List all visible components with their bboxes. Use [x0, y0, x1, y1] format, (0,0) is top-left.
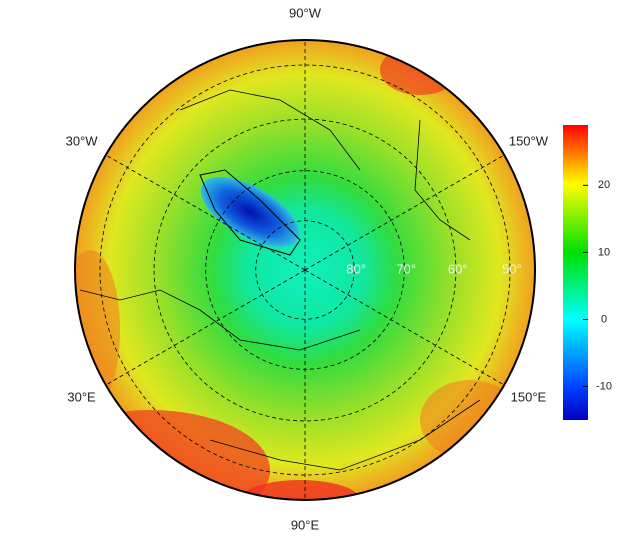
- data-field: [75, 40, 535, 500]
- colorbar-tick-label: 10: [598, 246, 610, 258]
- map-border: [74, 39, 536, 501]
- longitude-label: 150°E: [511, 389, 547, 404]
- meridian: [105, 154, 306, 271]
- latitude-label: 50°: [502, 261, 522, 276]
- latitude-label: 70°: [396, 261, 416, 276]
- longitude-label: 30°W: [66, 133, 99, 148]
- colorbar-tick-label: 20: [598, 179, 610, 191]
- meridian: [304, 269, 505, 386]
- colorbar-tick-label: 0: [601, 313, 607, 325]
- latitude-label: 60°: [448, 261, 468, 276]
- meridian: [105, 269, 306, 386]
- latitude-label: 80°: [346, 261, 366, 276]
- latitude-circle: [99, 64, 511, 476]
- longitude-label: 90°W: [289, 5, 322, 20]
- meridian: [304, 154, 505, 271]
- longitude-label: 30°E: [67, 389, 96, 404]
- longitude-label: 90°E: [291, 517, 320, 532]
- longitude-label: 150°W: [509, 133, 549, 148]
- colorbar-tick-label: -10: [596, 380, 612, 392]
- colorbar: [563, 125, 588, 420]
